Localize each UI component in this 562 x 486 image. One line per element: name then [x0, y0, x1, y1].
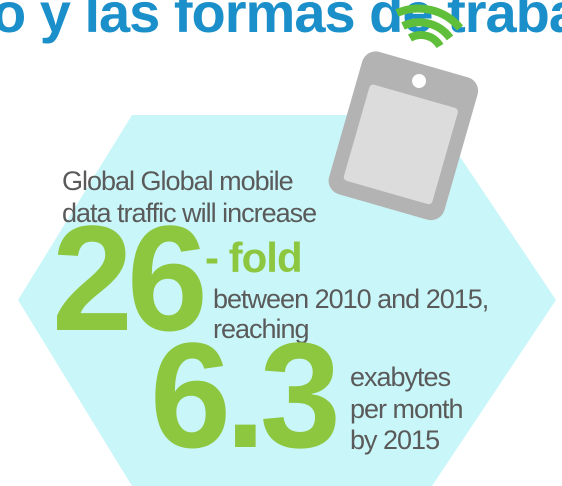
- wifi-icon: [395, 4, 464, 49]
- growth-number: 26: [52, 194, 203, 362]
- volume-line: exabytes: [350, 362, 451, 392]
- growth-line: between 2010 and 2015,: [213, 284, 488, 314]
- intro-line: Global Global mobile: [62, 166, 293, 196]
- growth-line: reaching: [213, 314, 309, 344]
- title: o y las formas de trabaj: [0, 0, 562, 44]
- volume-line: per month: [350, 394, 463, 424]
- growth-unit: - fold: [205, 234, 302, 281]
- volume-line: by 2015: [350, 425, 439, 455]
- intro-line: data traffic will increase: [62, 198, 316, 228]
- phone-icon: [328, 51, 479, 221]
- volume-number: 6.3: [150, 311, 336, 479]
